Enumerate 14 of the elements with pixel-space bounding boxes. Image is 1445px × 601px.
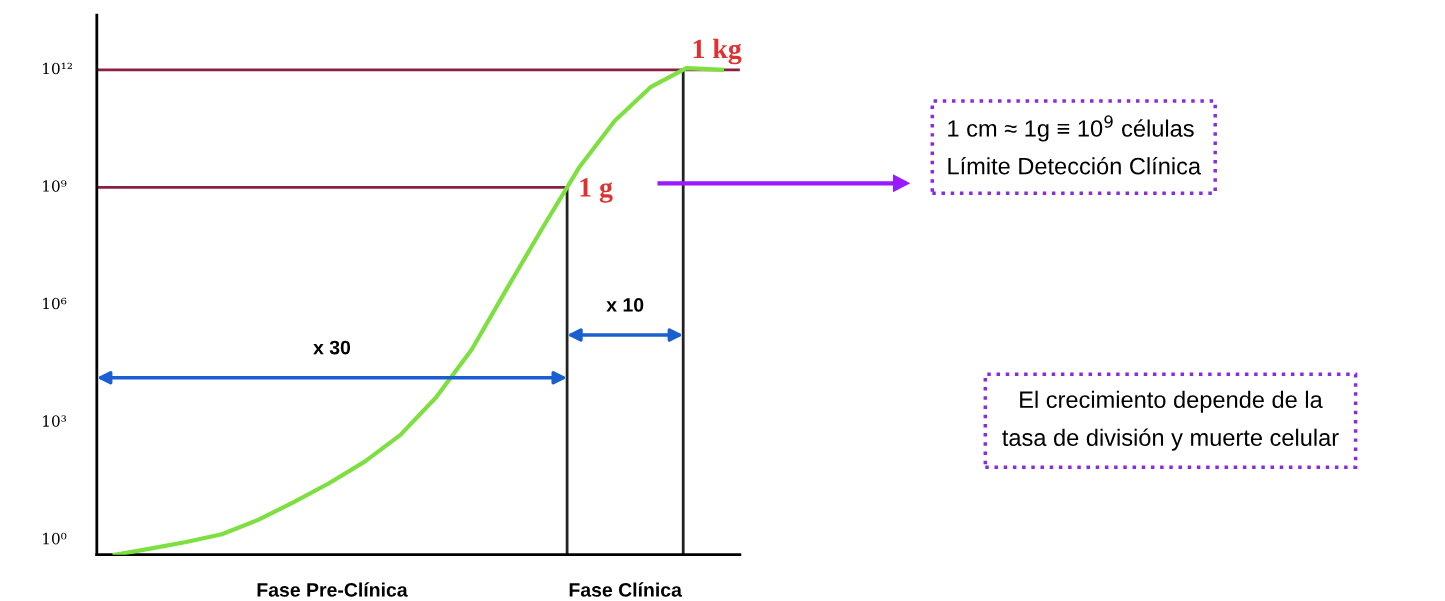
y-tick-label: 10⁶ [43,297,67,310]
annotation: 1 g [580,178,613,203]
text: Fase Clínica [569,582,683,597]
annotation: x 30 [313,340,351,355]
annotation: 1 kg [693,38,742,65]
y-tick-label: 10⁹ [43,180,67,192]
text: Fase Pre-Clínica [257,582,408,597]
text: El crecimiento depende de la tasa de división y muerte celular [1002,390,1339,451]
y-tick-label: 10⁰ [43,532,67,545]
annotation: x 10 [606,298,644,312]
line-series [112,66,725,555]
y-tick-label: 10³ [43,415,67,427]
text: 1 cm ≈ 1g ≡ 10$^{9}$ células Límite Detección Clínica [948,115,1202,175]
y-tick-label: 10¹² [43,62,72,75]
